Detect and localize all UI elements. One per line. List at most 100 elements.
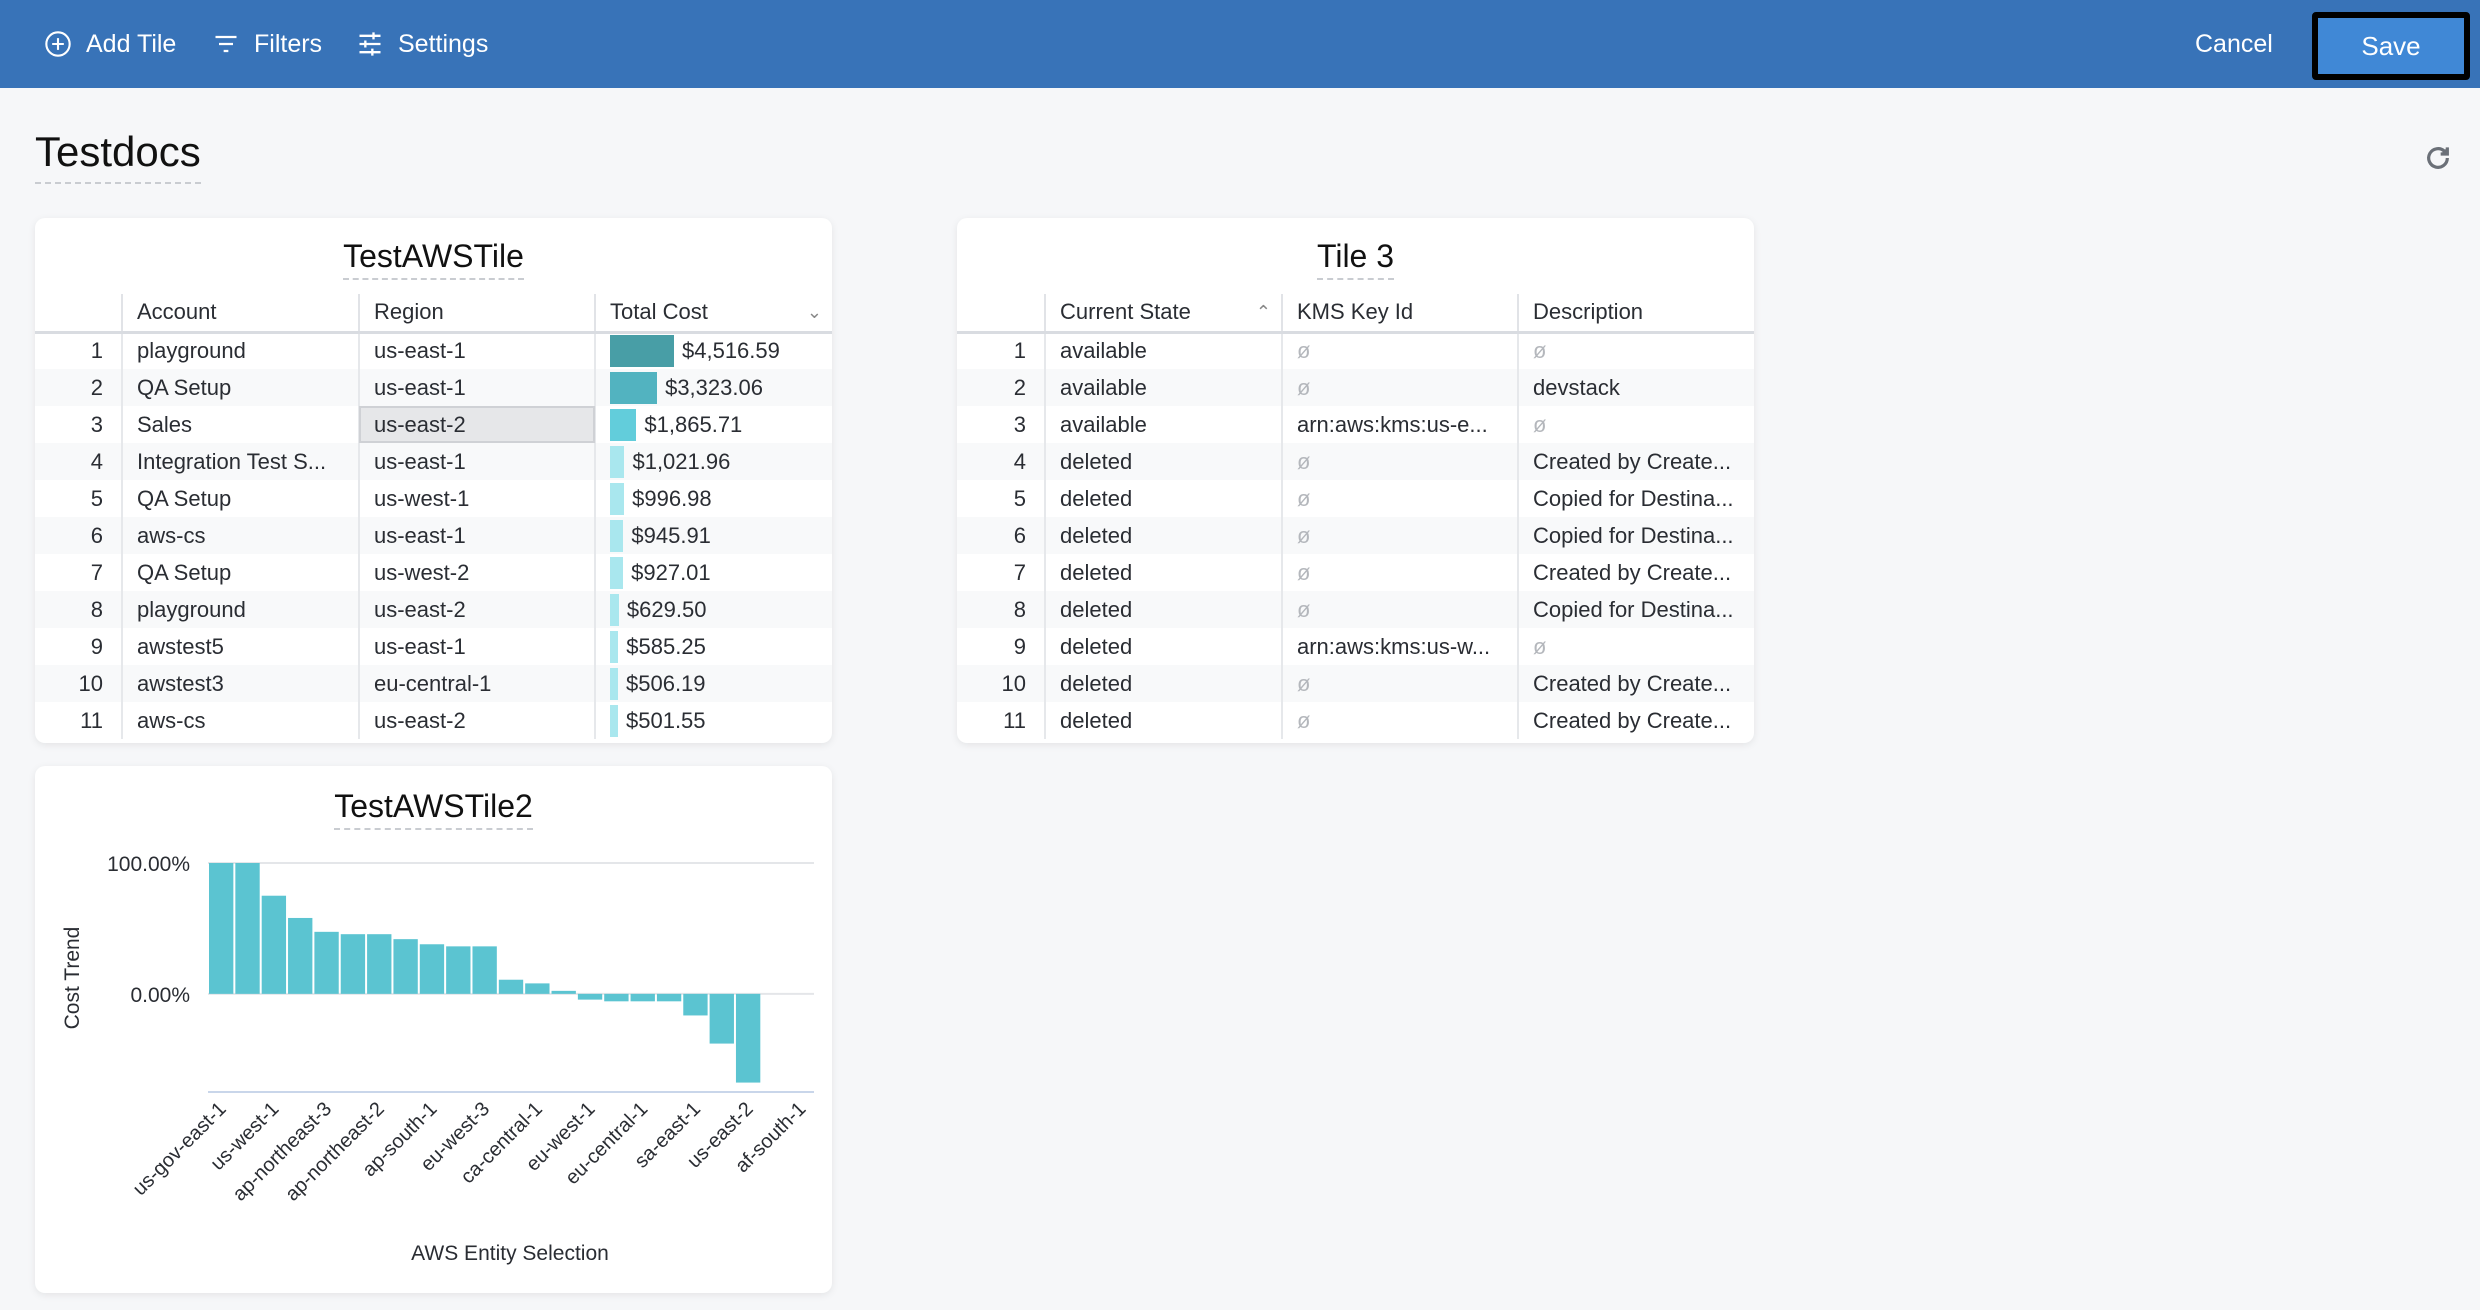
account-cell[interactable]: QA Setup [121,369,359,406]
bar[interactable] [577,993,603,1000]
total-cost-cell[interactable]: $629.50 [594,591,832,628]
bar[interactable] [709,993,734,1044]
region-cell[interactable]: us-west-1 [358,480,595,517]
kms-key-id-cell[interactable]: ø [1281,591,1518,628]
total-cost-cell[interactable]: $506.19 [594,665,832,702]
bar[interactable] [288,917,313,994]
region-cell[interactable]: us-east-2 [358,591,595,628]
column-header-description[interactable]: Description [1517,294,1754,334]
table-row[interactable]: 10 awstest3 eu-central-1 $506.19 [35,665,832,702]
table-row[interactable]: 1 playground us-east-1 $4,516.59 [35,332,832,369]
bar[interactable] [604,993,629,1002]
description-cell[interactable]: ø [1517,406,1754,443]
save-button[interactable]: Save [2312,12,2470,80]
bar[interactable] [630,993,655,1002]
kms-key-id-cell[interactable]: arn:aws:kms:us-w... [1281,628,1518,665]
bar[interactable] [656,993,682,1002]
current-state-cell[interactable]: deleted [1044,517,1282,554]
kms-key-id-cell[interactable]: ø [1281,369,1518,406]
table-row[interactable]: 6 aws-cs us-east-1 $945.91 [35,517,832,554]
bar[interactable] [472,946,497,994]
total-cost-cell[interactable]: $4,516.59 [594,332,832,369]
bar[interactable] [261,895,287,994]
current-state-cell[interactable]: deleted [1044,480,1282,517]
description-cell[interactable]: Created by Create... [1517,554,1754,591]
description-cell[interactable]: ø [1517,332,1754,369]
region-cell[interactable]: eu-central-1 [358,665,595,702]
table-row[interactable]: 9 deleted arn:aws:kms:us-w... ø [957,628,1754,665]
table-row[interactable]: 9 awstest5 us-east-1 $585.25 [35,628,832,665]
account-cell[interactable]: playground [121,332,359,369]
table-row[interactable]: 7 QA Setup us-west-2 $927.01 [35,554,832,591]
description-cell[interactable]: Copied for Destina... [1517,591,1754,628]
account-cell[interactable]: playground [121,591,359,628]
refresh-icon[interactable] [2422,142,2454,174]
description-cell[interactable]: Created by Create... [1517,443,1754,480]
region-cell[interactable]: us-east-1 [358,628,595,665]
account-cell[interactable]: aws-cs [121,517,359,554]
kms-key-id-cell[interactable]: ø [1281,554,1518,591]
table-row[interactable]: 11 deleted ø Created by Create... [957,702,1754,739]
current-state-cell[interactable]: deleted [1044,554,1282,591]
total-cost-cell[interactable]: $585.25 [594,628,832,665]
account-cell[interactable]: awstest5 [121,628,359,665]
cancel-button[interactable]: Cancel [2195,29,2273,58]
kms-key-id-cell[interactable]: ø [1281,702,1518,739]
table-row[interactable]: 2 QA Setup us-east-1 $3,323.06 [35,369,832,406]
description-cell[interactable]: Created by Create... [1517,702,1754,739]
bar[interactable] [735,993,761,1083]
bar[interactable] [367,934,392,994]
account-cell[interactable]: Integration Test S... [121,443,359,480]
current-state-cell[interactable]: available [1044,369,1282,406]
current-state-cell[interactable]: deleted [1044,591,1282,628]
table-row[interactable]: 10 deleted ø Created by Create... [957,665,1754,702]
table-row[interactable]: 4 deleted ø Created by Create... [957,443,1754,480]
region-cell[interactable]: us-west-2 [358,554,595,591]
kms-key-id-cell[interactable]: arn:aws:kms:us-e... [1281,406,1518,443]
total-cost-cell[interactable]: $945.91 [594,517,832,554]
region-cell[interactable]: us-east-1 [358,332,595,369]
tile-title[interactable]: Tile 3 [1316,238,1395,280]
account-cell[interactable]: QA Setup [121,480,359,517]
table-row[interactable]: 1 available ø ø [957,332,1754,369]
table-row[interactable]: 7 deleted ø Created by Create... [957,554,1754,591]
bar[interactable] [683,993,708,1016]
bar[interactable] [551,990,576,994]
current-state-cell[interactable]: deleted [1044,665,1282,702]
bar[interactable] [498,979,524,994]
bar[interactable] [446,946,471,994]
bar[interactable] [235,863,260,994]
chevron-down-icon[interactable]: ⌄ [806,302,822,322]
bar[interactable] [314,931,339,994]
total-cost-cell[interactable]: $3,323.06 [594,369,832,406]
filters-button[interactable]: Filters [212,0,322,88]
table-row[interactable]: 11 aws-cs us-east-2 $501.55 [35,702,832,739]
add-tile-button[interactable]: Add Tile [44,0,176,88]
table-row[interactable]: 5 deleted ø Copied for Destina... [957,480,1754,517]
account-cell[interactable]: QA Setup [121,554,359,591]
total-cost-cell[interactable]: $1,021.96 [594,443,832,480]
column-header-current-state[interactable]: Current State ⌃ [1044,294,1282,334]
description-cell[interactable]: Copied for Destina... [1517,517,1754,554]
total-cost-cell[interactable]: $927.01 [594,554,832,591]
kms-key-id-cell[interactable]: ø [1281,517,1518,554]
total-cost-cell[interactable]: $1,865.71 [594,406,832,443]
region-cell[interactable]: us-east-2 [358,702,595,739]
region-cell[interactable]: us-east-1 [358,443,595,480]
column-header-kms-key-id[interactable]: KMS Key Id [1281,294,1518,334]
account-cell[interactable]: awstest3 [121,665,359,702]
description-cell[interactable]: devstack [1517,369,1754,406]
current-state-cell[interactable]: available [1044,406,1282,443]
tile-title[interactable]: TestAWSTile [343,238,524,280]
description-cell[interactable]: Created by Create... [1517,665,1754,702]
region-cell[interactable]: us-east-2 [358,406,595,443]
table-row[interactable]: 5 QA Setup us-west-1 $996.98 [35,480,832,517]
column-header-total-cost[interactable]: Total Cost ⌄ [594,294,832,334]
account-cell[interactable]: aws-cs [121,702,359,739]
bar[interactable] [209,863,234,994]
region-cell[interactable]: us-east-1 [358,369,595,406]
table-row[interactable]: 2 available ø devstack [957,369,1754,406]
table-row[interactable]: 4 Integration Test S... us-east-1 $1,021… [35,443,832,480]
page-title[interactable]: Testdocs [35,128,201,184]
table-row[interactable]: 8 playground us-east-2 $629.50 [35,591,832,628]
